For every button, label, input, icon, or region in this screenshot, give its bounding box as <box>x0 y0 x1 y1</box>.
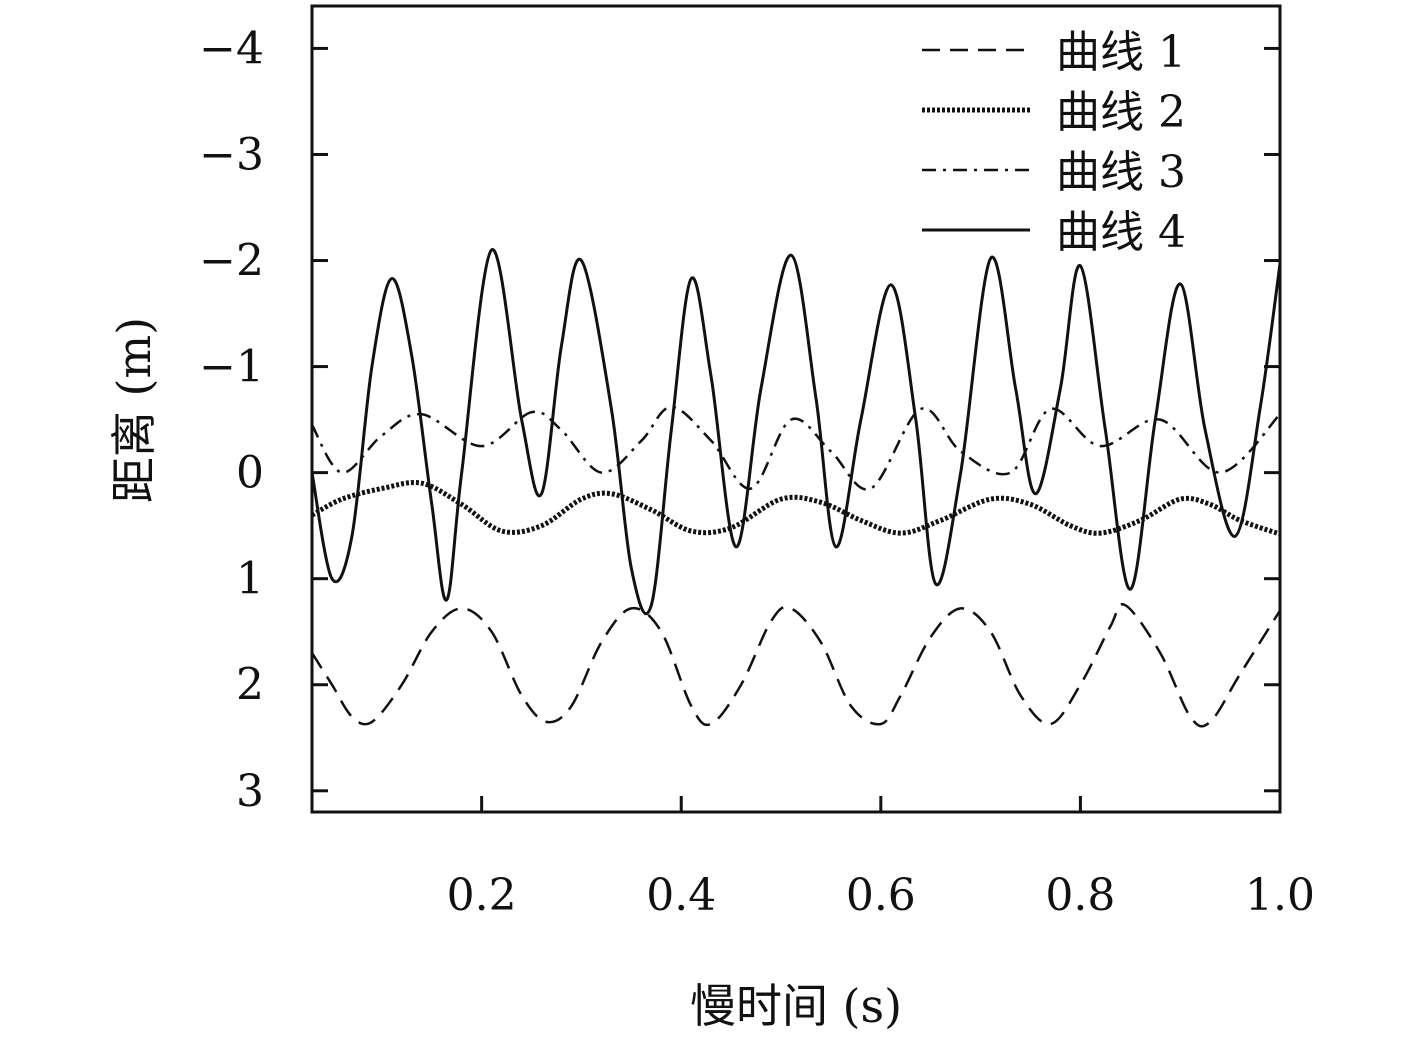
series-line-1 <box>310 603 1282 728</box>
x-tick-label: 0.4 <box>646 870 716 921</box>
y-tick-label: 0 <box>236 448 264 499</box>
y-tick-label: −2 <box>199 236 264 287</box>
series-line-4 <box>310 248 1282 616</box>
x-axis-title: 慢时间 (s) <box>690 979 902 1033</box>
y-tick-label: 2 <box>236 660 264 711</box>
y-tick-label: 1 <box>236 554 264 605</box>
plot-frame <box>310 4 1282 814</box>
y-tick-label: −3 <box>199 129 264 180</box>
series-layer <box>310 248 1282 728</box>
y-tick-label: 3 <box>236 766 264 817</box>
legend-label-2: 曲线 2 <box>1056 87 1186 138</box>
legend: 曲线 1 曲线 2 曲线 3 曲线 4 <box>922 27 1186 258</box>
axis-ticks: −4 −3 −2 −1 0 1 2 3 0.2 0.4 0.6 0.8 1.0 <box>199 23 1315 921</box>
x-tick-label: 0.8 <box>1045 870 1115 921</box>
y-tick-label: −1 <box>199 342 264 393</box>
series-line-2 <box>310 480 1281 537</box>
x-tick-label: 1.0 <box>1245 870 1315 921</box>
series-line-3 <box>310 405 1281 491</box>
y-tick-label: −4 <box>199 23 264 74</box>
x-tick-label: 0.2 <box>447 870 517 921</box>
legend-label-3: 曲线 3 <box>1056 147 1186 198</box>
y-axis-title: 距离 (m) <box>107 317 161 503</box>
legend-label-1: 曲线 1 <box>1056 27 1186 78</box>
x-tick-label: 0.6 <box>846 870 916 921</box>
legend-label-4: 曲线 4 <box>1056 207 1186 258</box>
